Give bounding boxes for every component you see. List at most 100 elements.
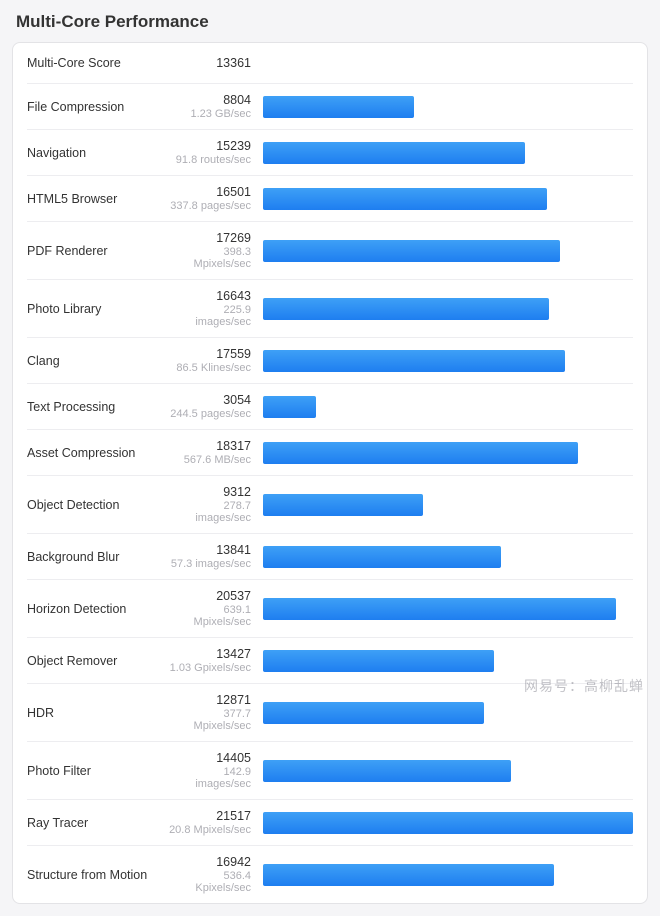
- benchmark-value-col: 16942536.4 Kpixels/sec: [167, 855, 263, 894]
- benchmark-row: HDR12871377.7 Mpixels/sec: [27, 684, 633, 742]
- benchmark-bar: [263, 598, 616, 620]
- benchmark-bar: [263, 298, 549, 320]
- benchmark-bar-track: [263, 188, 633, 210]
- benchmark-unit: 86.5 Klines/sec: [167, 362, 251, 374]
- benchmark-row: File Compression88041.23 GB/sec: [27, 84, 633, 130]
- benchmark-unit: 377.7 Mpixels/sec: [167, 708, 251, 732]
- benchmark-bar: [263, 96, 414, 118]
- benchmark-row: HTML5 Browser16501337.8 pages/sec: [27, 176, 633, 222]
- benchmark-bar: [263, 442, 578, 464]
- benchmark-value-col: 14405142.9 images/sec: [167, 751, 263, 790]
- benchmark-row: Photo Library16643225.9 images/sec: [27, 280, 633, 338]
- benchmark-label: Photo Library: [27, 302, 167, 316]
- benchmark-row: Object Detection9312278.7 images/sec: [27, 476, 633, 534]
- section-title: Multi-Core Performance: [12, 12, 648, 32]
- benchmark-score: 13841: [167, 543, 251, 557]
- benchmark-value-col: 134271.03 Gpixels/sec: [167, 647, 263, 674]
- benchmark-label: Structure from Motion: [27, 868, 167, 882]
- benchmark-score: 13427: [167, 647, 251, 661]
- benchmark-value-col: 20537639.1 Mpixels/sec: [167, 589, 263, 628]
- benchmark-bar: [263, 702, 484, 724]
- benchmark-score: 14405: [167, 751, 251, 765]
- header-label: Multi-Core Score: [27, 56, 167, 70]
- benchmark-unit: 567.6 MB/sec: [167, 454, 251, 466]
- benchmark-unit: 337.8 pages/sec: [167, 200, 251, 212]
- benchmark-value-col: 3054244.5 pages/sec: [167, 393, 263, 420]
- benchmark-label: HTML5 Browser: [27, 192, 167, 206]
- benchmark-label: Background Blur: [27, 550, 167, 564]
- benchmark-bar-track: [263, 142, 633, 164]
- benchmark-bar-track: [263, 298, 633, 320]
- benchmark-label: Photo Filter: [27, 764, 167, 778]
- benchmark-value-col: 1523991.8 routes/sec: [167, 139, 263, 166]
- benchmark-score: 16942: [167, 855, 251, 869]
- benchmark-row: Asset Compression18317567.6 MB/sec: [27, 430, 633, 476]
- benchmark-bar: [263, 188, 547, 210]
- benchmark-score: 21517: [167, 809, 251, 823]
- benchmark-bar: [263, 760, 511, 782]
- benchmark-bar-track: [263, 96, 633, 118]
- benchmark-unit: 20.8 Mpixels/sec: [167, 824, 251, 836]
- benchmark-score: 18317: [167, 439, 251, 453]
- benchmark-bar-track: [263, 760, 633, 782]
- benchmark-bar-track: [263, 598, 633, 620]
- benchmark-label: Object Detection: [27, 498, 167, 512]
- header-score: 13361: [167, 56, 251, 70]
- benchmark-label: Horizon Detection: [27, 602, 167, 616]
- benchmark-bar-track: [263, 494, 633, 516]
- benchmark-label: Asset Compression: [27, 446, 167, 460]
- benchmark-score: 3054: [167, 393, 251, 407]
- benchmark-bar: [263, 812, 633, 834]
- benchmark-bar: [263, 494, 423, 516]
- benchmark-value-col: 16501337.8 pages/sec: [167, 185, 263, 212]
- benchmark-row: Background Blur1384157.3 images/sec: [27, 534, 633, 580]
- benchmark-bar: [263, 142, 525, 164]
- benchmark-unit: 278.7 images/sec: [167, 500, 251, 524]
- benchmark-score: 20537: [167, 589, 251, 603]
- benchmark-bar-track: [263, 442, 633, 464]
- benchmark-label: Navigation: [27, 146, 167, 160]
- benchmark-label: Object Remover: [27, 654, 167, 668]
- benchmark-row: Photo Filter14405142.9 images/sec: [27, 742, 633, 800]
- benchmark-value-col: 16643225.9 images/sec: [167, 289, 263, 328]
- benchmark-unit: 1.03 Gpixels/sec: [167, 662, 251, 674]
- benchmark-value-col: 9312278.7 images/sec: [167, 485, 263, 524]
- benchmark-value-col: 1384157.3 images/sec: [167, 543, 263, 570]
- benchmark-bar-track: [263, 350, 633, 372]
- benchmark-unit: 639.1 Mpixels/sec: [167, 604, 251, 628]
- benchmark-score: 9312: [167, 485, 251, 499]
- benchmark-bar-track: [263, 812, 633, 834]
- benchmark-row: Navigation1523991.8 routes/sec: [27, 130, 633, 176]
- benchmark-bar-track: [263, 396, 633, 418]
- benchmark-bar: [263, 864, 554, 886]
- benchmark-bar: [263, 240, 560, 262]
- benchmark-unit: 244.5 pages/sec: [167, 408, 251, 420]
- benchmark-label: File Compression: [27, 100, 167, 114]
- benchmark-label: Text Processing: [27, 400, 167, 414]
- benchmark-score: 17269: [167, 231, 251, 245]
- results-panel: Multi-Core Score 13361 File Compression8…: [12, 42, 648, 904]
- benchmark-bar: [263, 396, 316, 418]
- benchmark-unit: 225.9 images/sec: [167, 304, 251, 328]
- benchmark-score: 15239: [167, 139, 251, 153]
- benchmark-unit: 1.23 GB/sec: [167, 108, 251, 120]
- benchmark-value-col: 12871377.7 Mpixels/sec: [167, 693, 263, 732]
- benchmark-row: Ray Tracer2151720.8 Mpixels/sec: [27, 800, 633, 846]
- benchmark-unit: 57.3 images/sec: [167, 558, 251, 570]
- benchmark-score: 16643: [167, 289, 251, 303]
- benchmark-label: PDF Renderer: [27, 244, 167, 258]
- benchmark-score: 17559: [167, 347, 251, 361]
- benchmark-row: PDF Renderer17269398.3 Mpixels/sec: [27, 222, 633, 280]
- benchmark-value-col: 17269398.3 Mpixels/sec: [167, 231, 263, 270]
- benchmark-bar: [263, 650, 494, 672]
- benchmark-bar-track: [263, 864, 633, 886]
- benchmark-label: HDR: [27, 706, 167, 720]
- benchmark-bar-track: [263, 546, 633, 568]
- benchmark-row: Clang1755986.5 Klines/sec: [27, 338, 633, 384]
- benchmark-bar: [263, 546, 501, 568]
- benchmark-row: Text Processing3054244.5 pages/sec: [27, 384, 633, 430]
- benchmark-value-col: 18317567.6 MB/sec: [167, 439, 263, 466]
- benchmark-bar-track: [263, 702, 633, 724]
- benchmark-value-col: 1755986.5 Klines/sec: [167, 347, 263, 374]
- benchmark-unit: 536.4 Kpixels/sec: [167, 870, 251, 894]
